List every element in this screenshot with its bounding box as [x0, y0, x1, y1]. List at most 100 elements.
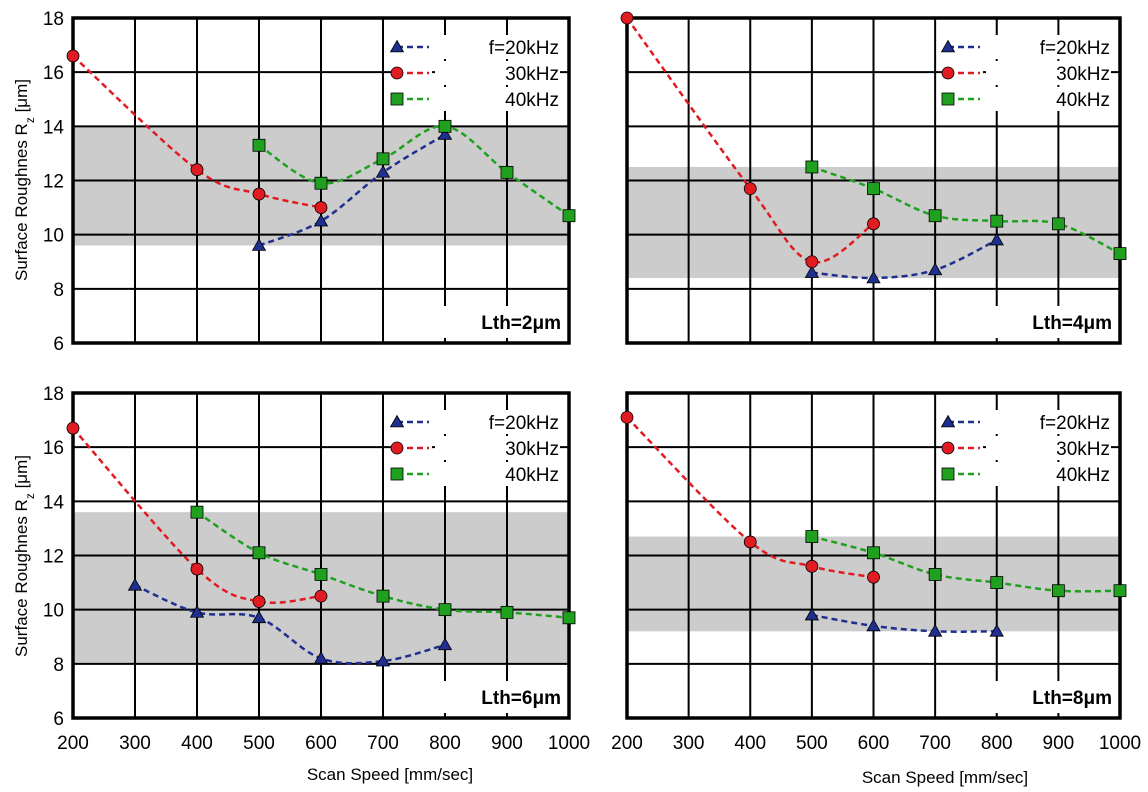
panel-1: f=20kHz 30kHz 40kHz Lth=2μm 6 8 10 12 14 16 18 [43, 9, 576, 355]
legend-marker [941, 441, 955, 455]
data-point [314, 589, 328, 603]
series-line [811, 613, 997, 633]
x-tick-label: 300 [673, 733, 705, 754]
data-point [743, 535, 757, 549]
data-point [127, 577, 143, 591]
data-point [190, 163, 204, 177]
data-point [189, 605, 205, 618]
data-point [438, 119, 452, 133]
data-point [804, 265, 820, 278]
y-tick-label: 8 [53, 280, 64, 301]
data-point [375, 165, 391, 178]
legend-entry: f=20kHz [1040, 413, 1110, 434]
data-point [190, 562, 204, 576]
data-point [867, 570, 880, 584]
x-tick-label: 800 [429, 733, 461, 754]
y-tick-label: 12 [43, 172, 64, 193]
legend-entry: 30kHz [505, 439, 559, 460]
legend-text-bg [435, 87, 560, 111]
series-line [258, 125, 570, 217]
data-point [620, 410, 634, 424]
x-tick-label: 700 [919, 733, 951, 754]
legend-text-bg [986, 410, 1111, 434]
data-point [251, 238, 267, 251]
legend-marker [940, 39, 956, 53]
legend-marker [941, 92, 955, 106]
data-point [1051, 217, 1065, 231]
y-tick-label: 12 [43, 547, 64, 568]
data-point [375, 653, 391, 667]
x-tick-label: 200 [611, 733, 643, 754]
y-tick-label: 8 [53, 655, 64, 676]
x-tick-label: 300 [119, 733, 151, 754]
x-tick-label: 900 [491, 733, 523, 754]
data-point [437, 127, 453, 140]
x-tick-label: 400 [181, 733, 213, 754]
data-point [867, 546, 880, 560]
y-tick-label: 18 [43, 384, 64, 405]
data-point [562, 611, 576, 625]
legend-entry: 30kHz [505, 64, 559, 85]
data-point [313, 651, 329, 664]
data-point [804, 607, 820, 621]
legend-marker [390, 66, 404, 80]
plot-frame [71, 391, 571, 720]
plot-frame [625, 391, 1122, 720]
x-tick-label: 500 [796, 733, 828, 754]
panel-label-bg [992, 306, 1116, 338]
legend-entry: f=20kHz [1040, 38, 1110, 59]
legend-text-bg [435, 462, 560, 486]
legend-entry: f=20kHz [489, 413, 559, 434]
panel-label: Lth=2μm [481, 313, 561, 334]
x-tick-label: 800 [981, 733, 1013, 754]
data-point [805, 160, 819, 174]
data-point [1113, 584, 1127, 598]
legend-text-bg [435, 410, 560, 434]
y-tick-label: 16 [43, 438, 64, 459]
legend-marker [389, 414, 405, 428]
y-tick-label: 6 [53, 334, 64, 355]
panel-label-bg [441, 681, 565, 713]
data-point [867, 182, 880, 196]
data-point [805, 559, 819, 573]
data-point [251, 610, 267, 624]
panel-label-bg [441, 306, 565, 338]
data-point [313, 213, 329, 227]
chart-panels: f=20kHz 30kHz 40kHz Lth=2μm 6 8 10 12 14 16 18 f=20… [43, 9, 1141, 754]
data-point [1113, 247, 1127, 261]
data-point [252, 546, 266, 560]
panel-label: Lth=6μm [481, 688, 561, 709]
x-tick-label: 600 [858, 733, 890, 754]
data-point [620, 11, 634, 25]
data-point [866, 270, 881, 284]
plot-frame [625, 16, 1122, 345]
panel-3: f=20kHz 30kHz 40kHz Lth=6μm 6 8 10 12 14 16 18 200 3… [43, 384, 590, 754]
data-point [866, 618, 881, 632]
legend-marker [390, 441, 404, 455]
legend-marker [940, 414, 956, 428]
legend-text-bg [435, 436, 560, 460]
data-point [66, 421, 80, 435]
x-tick-label: 1000 [548, 733, 590, 754]
legend-entry: 30kHz [1056, 64, 1110, 85]
x-axis-label-right: Scan Speed [mm/sec] [862, 768, 1028, 787]
data-point [1051, 584, 1065, 598]
legend-text-bg [986, 436, 1111, 460]
plot-frame [71, 16, 571, 345]
y-tick-label: 10 [43, 226, 64, 247]
y-tick-label: 10 [43, 601, 64, 622]
data-point [252, 595, 266, 608]
series-line [72, 54, 322, 209]
legend-entry: 40kHz [1056, 465, 1110, 486]
series-line [625, 17, 875, 264]
series-line [626, 416, 874, 579]
panel-label-bg [992, 681, 1116, 713]
x-tick-label: 600 [305, 733, 337, 754]
y-tick-label: 14 [43, 492, 65, 513]
series-line [811, 165, 1121, 255]
x-tick-label: 1000 [1099, 733, 1141, 754]
data-point [989, 232, 1004, 246]
x-axis-label-left: Scan Speed [mm/sec] [307, 765, 473, 784]
panel-4: f=20kHz 30kHz 40kHz Lth=8μm 200 300 400 500 600 7… [611, 391, 1141, 754]
data-point [66, 49, 80, 63]
